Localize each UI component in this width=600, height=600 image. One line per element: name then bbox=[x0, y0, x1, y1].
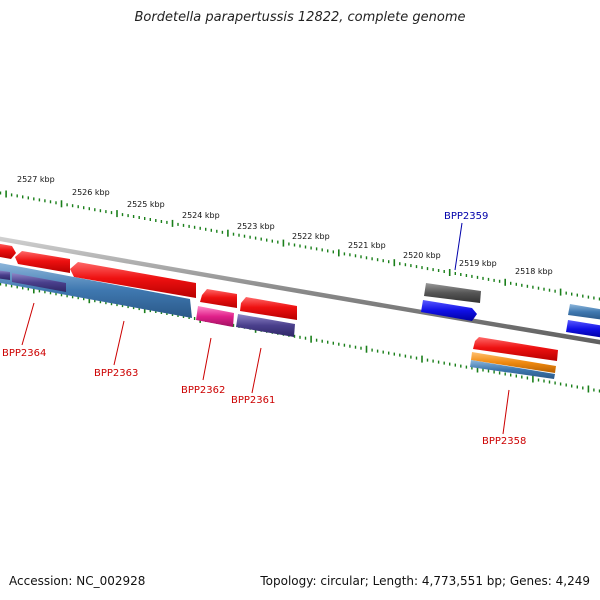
leader-line bbox=[454, 222, 463, 271]
gene-feature[interactable] bbox=[196, 306, 234, 327]
gene-label-bpp2363[interactable]: BPP2363 bbox=[94, 368, 138, 379]
gene-feature[interactable] bbox=[473, 337, 558, 361]
gene-feature[interactable] bbox=[470, 360, 555, 379]
label-leaders bbox=[21, 222, 510, 435]
scale-label: 2526 kbp bbox=[72, 188, 110, 197]
gene-feature[interactable] bbox=[70, 262, 196, 298]
gene-feature[interactable] bbox=[0, 243, 16, 259]
gene-label-bpp2358[interactable]: BPP2358 bbox=[482, 436, 526, 447]
gene-feature[interactable] bbox=[236, 314, 295, 337]
accession-text: Accession: NC_002928 bbox=[9, 574, 146, 588]
scale-label: 2520 kbp bbox=[403, 251, 441, 260]
gene-feature[interactable] bbox=[12, 273, 66, 292]
gene-feature[interactable] bbox=[568, 304, 600, 320]
scale-label: 2518 kbp bbox=[515, 267, 553, 276]
leader-line bbox=[251, 347, 262, 394]
genome-backbone bbox=[0, 236, 600, 345]
gene-feature[interactable] bbox=[200, 289, 237, 308]
genome-stats-text: Topology: circular; Length: 4,773,551 bp… bbox=[260, 574, 590, 588]
gene-feature[interactable] bbox=[471, 352, 556, 373]
gene-feature[interactable] bbox=[0, 262, 192, 318]
gene-label-bpp2361[interactable]: BPP2361 bbox=[231, 395, 275, 406]
gene-feature[interactable] bbox=[421, 300, 477, 321]
leader-line bbox=[21, 302, 35, 346]
gene-labels: BPP2364 BPP2363 BPP2362 BPP2361 BPP2359 … bbox=[2, 211, 526, 447]
gene-label-bpp2359[interactable]: BPP2359 bbox=[444, 211, 488, 222]
gene-feature[interactable] bbox=[240, 297, 297, 320]
scale-label: 2519 kbp bbox=[459, 259, 497, 268]
gene-feature[interactable] bbox=[15, 251, 70, 273]
gene-feature[interactable] bbox=[424, 283, 481, 303]
scale-labels: 2527 kbp 2526 kbp 2525 kbp 2524 kbp 2523… bbox=[17, 175, 553, 276]
leader-line bbox=[113, 320, 125, 366]
gene-feature[interactable] bbox=[0, 270, 10, 280]
map-title: Bordetella parapertussis 12822, complete… bbox=[134, 10, 466, 25]
reverse-strand-features bbox=[0, 262, 600, 379]
scale-label: 2522 kbp bbox=[292, 232, 330, 241]
forward-strand-features bbox=[0, 243, 600, 361]
gene-label-bpp2362[interactable]: BPP2362 bbox=[181, 385, 225, 396]
outer-scale-ticks bbox=[0, 190, 600, 301]
gene-label-bpp2364[interactable]: BPP2364 bbox=[2, 348, 46, 359]
leader-line bbox=[202, 337, 212, 381]
scale-label: 2523 kbp bbox=[237, 222, 275, 231]
scale-label: 2524 kbp bbox=[182, 211, 220, 220]
scale-label: 2527 kbp bbox=[17, 175, 55, 184]
gene-feature[interactable] bbox=[566, 320, 600, 338]
leader-line bbox=[502, 389, 510, 435]
scale-label: 2521 kbp bbox=[348, 241, 386, 250]
scale-label: 2525 kbp bbox=[127, 200, 165, 209]
